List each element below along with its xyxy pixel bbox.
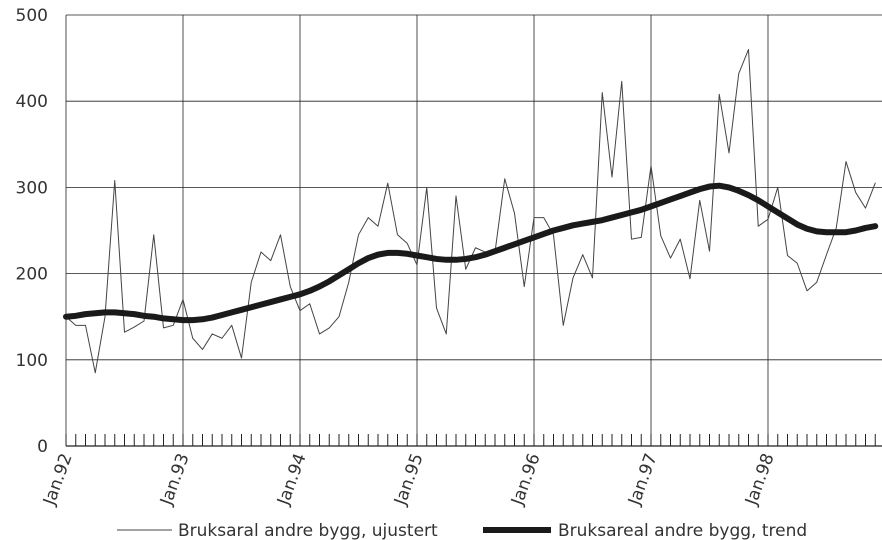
legend-label-trend: Bruksareal andre bygg, trend (558, 521, 807, 540)
x-minor-ticks (65, 434, 876, 446)
y-tick-label: 500 (16, 6, 48, 26)
y-axis-tick-labels: 0 100 200 300 400 500 (16, 6, 48, 457)
series-lines (63, 48, 879, 374)
y-tick-label: 200 (16, 265, 48, 285)
y-tick-label: 300 (16, 178, 48, 198)
grid-lines (65, 14, 882, 447)
y-tick-label: 400 (16, 92, 48, 112)
series-line-trend (63, 182, 879, 324)
legend: Bruksaral andre bygg, ujustert Bruksarea… (117, 521, 807, 540)
y-tick-label: 100 (16, 351, 48, 371)
legend-label-ujustert: Bruksaral andre bygg, ujustert (178, 521, 438, 540)
y-tick-label: 0 (37, 437, 48, 457)
